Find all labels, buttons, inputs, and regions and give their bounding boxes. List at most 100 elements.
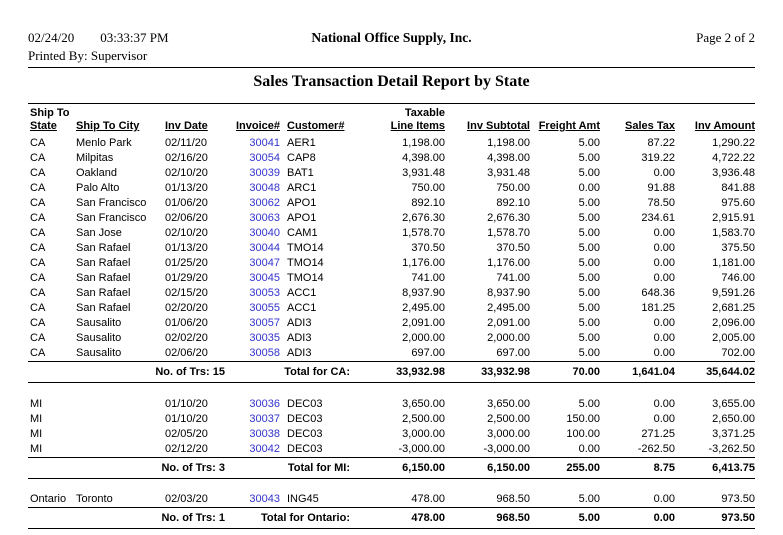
report-date-time: 02/24/20 03:33:37 PM bbox=[28, 30, 311, 46]
col-header-invoice-number: Invoice# bbox=[225, 103, 282, 136]
cell-ship-to-state: CA bbox=[30, 182, 46, 194]
cell-ship-to-city: San Rafael bbox=[76, 287, 131, 299]
cell-inv-date: 02/12/20 bbox=[165, 442, 208, 455]
cell-customer-number: ADI3 bbox=[287, 317, 312, 329]
invoice-number-link[interactable]: 30055 bbox=[249, 302, 280, 314]
col-header-inv-amount: Inv Amount bbox=[675, 103, 755, 136]
cell-taxable-line-items: 750.00 bbox=[411, 182, 445, 194]
cell-freight-amt: 5.00 bbox=[578, 347, 600, 359]
cell-freight-amt: 5.00 bbox=[578, 152, 600, 164]
cell-customer-number: TMO14 bbox=[287, 272, 324, 284]
cell-ship-to-state: MI bbox=[30, 442, 43, 455]
cell-ship-to-state: CA bbox=[30, 272, 46, 284]
total-label: Total for Ontario: bbox=[225, 507, 350, 529]
report-header-row1: 02/24/20 03:33:37 PM National Office Sup… bbox=[28, 30, 755, 46]
cell-inv-amount: 375.50 bbox=[721, 242, 755, 254]
cell-freight-amt: 5.00 bbox=[578, 257, 600, 269]
group-spacer bbox=[28, 383, 755, 397]
cell-inv-amount: 3,371.25 bbox=[712, 427, 755, 440]
cell-inv-date: 02/06/20 bbox=[165, 347, 208, 359]
invoice-number-link[interactable]: 30041 bbox=[249, 137, 280, 149]
cell-ship-to-state: MI bbox=[30, 427, 43, 440]
cell-sales-tax: 0.00 bbox=[653, 493, 675, 505]
invoice-number-link[interactable]: 30038 bbox=[249, 427, 280, 440]
cell-inv-subtotal: 2,000.00 bbox=[487, 332, 530, 344]
cell-taxable-line-items: 892.10 bbox=[411, 197, 445, 209]
cell-taxable-line-items: 3,650.00 bbox=[402, 397, 445, 410]
cell-inv-subtotal: 1,176.00 bbox=[487, 257, 530, 269]
report-date: 02/24/20 bbox=[28, 30, 75, 45]
cell-ship-to-state: CA bbox=[30, 257, 46, 269]
cell-inv-subtotal: 2,495.00 bbox=[487, 302, 530, 314]
cell-sales-tax: 91.88 bbox=[647, 182, 675, 194]
cell-sales-tax: 0.00 bbox=[653, 412, 675, 425]
cell-inv-date: 02/20/20 bbox=[165, 302, 208, 314]
invoice-number-link[interactable]: 30037 bbox=[249, 412, 280, 425]
col-header-inv-subtotal: Inv Subtotal bbox=[445, 103, 530, 136]
cell-taxable-line-items: 1,198.00 bbox=[402, 137, 445, 149]
cell-inv-amount: 841.88 bbox=[721, 182, 755, 194]
cell-inv-date: 02/16/20 bbox=[165, 152, 208, 164]
invoice-number-link[interactable]: 30062 bbox=[249, 197, 280, 209]
invoice-number-link[interactable]: 30047 bbox=[249, 257, 280, 269]
invoice-number-link[interactable]: 30048 bbox=[249, 182, 280, 194]
cell-inv-date: 02/11/20 bbox=[165, 137, 208, 149]
cell-customer-number: AER1 bbox=[287, 137, 316, 149]
cell-inv-subtotal: 697.00 bbox=[496, 347, 530, 359]
cell-inv-date: 02/10/20 bbox=[165, 167, 208, 179]
cell-ship-to-city bbox=[73, 427, 163, 442]
transaction-row: CA Sausalito 02/02/20 30035 ADI3 2,000.00 2,00… bbox=[28, 331, 755, 346]
invoice-number-link[interactable]: 30043 bbox=[249, 493, 280, 505]
col-header-sales-tax: Sales Tax bbox=[600, 103, 675, 136]
cell-ship-to-state: CA bbox=[30, 332, 46, 344]
cell-ship-to-state: CA bbox=[30, 197, 46, 209]
col-header-ship-to-city: Ship To City bbox=[73, 103, 163, 136]
cell-inv-subtotal: 3,931.48 bbox=[487, 167, 530, 179]
cell-ship-to-state: CA bbox=[30, 242, 46, 254]
cell-ship-to-state: CA bbox=[30, 347, 46, 359]
total-freight-amt: 70.00 bbox=[530, 361, 600, 383]
cell-ship-to-state: MI bbox=[30, 397, 43, 410]
invoice-number-link[interactable]: 30054 bbox=[249, 152, 280, 164]
cell-sales-tax: 181.25 bbox=[641, 302, 675, 314]
total-sales-tax: 8.75 bbox=[600, 456, 675, 479]
cell-customer-number: CAP8 bbox=[287, 152, 316, 164]
total-sales-tax: 0.00 bbox=[600, 507, 675, 529]
cell-inv-amount: 9,591.26 bbox=[712, 287, 755, 299]
transaction-row: CA San Rafael 01/13/20 30044 TMO14 370.50 370.… bbox=[28, 241, 755, 256]
invoice-number-link[interactable]: 30039 bbox=[249, 167, 280, 179]
invoice-number-link[interactable]: 30044 bbox=[249, 242, 280, 254]
cell-ship-to-city bbox=[73, 397, 163, 412]
cell-ship-to-city: San Francisco bbox=[76, 197, 147, 209]
cell-freight-amt: 5.00 bbox=[578, 137, 600, 149]
cell-customer-number: DEC03 bbox=[287, 412, 323, 425]
invoice-number-link[interactable]: 30035 bbox=[249, 332, 280, 344]
transaction-row: MI 01/10/20 30037 DEC03 2,500.00 2,500.00 150.… bbox=[28, 412, 755, 427]
invoice-number-link[interactable]: 30063 bbox=[249, 212, 280, 224]
cell-inv-date: 01/06/20 bbox=[165, 317, 208, 329]
cell-taxable-line-items: 4,398.00 bbox=[402, 152, 445, 164]
transaction-row: CA San Rafael 01/29/20 30045 TMO14 741.00 741.… bbox=[28, 271, 755, 286]
cell-customer-number: APO1 bbox=[287, 197, 317, 209]
cell-freight-amt: 5.00 bbox=[578, 227, 600, 239]
cell-inv-subtotal: 370.50 bbox=[496, 242, 530, 254]
col-header-taxable-line-items: Taxable Line Items bbox=[350, 103, 445, 136]
invoice-number-link[interactable]: 30057 bbox=[249, 317, 280, 329]
invoice-number-link[interactable]: 30040 bbox=[249, 227, 280, 239]
total-inv-subtotal: 968.50 bbox=[445, 507, 530, 529]
cell-inv-subtotal: 1,578.70 bbox=[487, 227, 530, 239]
cell-freight-amt: 5.00 bbox=[578, 332, 600, 344]
invoice-number-link[interactable]: 30058 bbox=[249, 347, 280, 359]
invoice-number-link[interactable]: 30053 bbox=[249, 287, 280, 299]
cell-inv-subtotal: 3,000.00 bbox=[487, 427, 530, 440]
cell-inv-subtotal: 2,676.30 bbox=[487, 212, 530, 224]
invoice-number-link[interactable]: 30045 bbox=[249, 272, 280, 284]
cell-taxable-line-items: -3,000.00 bbox=[398, 442, 445, 455]
invoice-number-link[interactable]: 30042 bbox=[249, 442, 280, 455]
total-inv-amount: 973.50 bbox=[675, 507, 755, 529]
cell-sales-tax: 0.00 bbox=[653, 317, 675, 329]
cell-inv-amount: 1,290.22 bbox=[712, 137, 755, 149]
cell-freight-amt: 5.00 bbox=[578, 272, 600, 284]
invoice-number-link[interactable]: 30036 bbox=[249, 397, 280, 410]
